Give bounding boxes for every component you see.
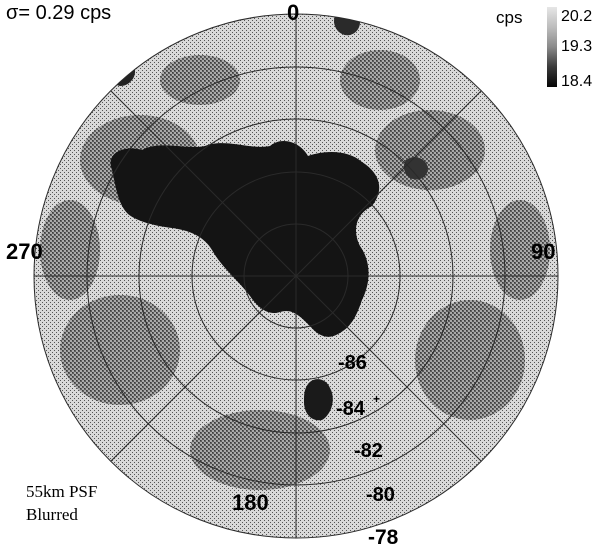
colorbar-unit-label: cps <box>496 8 523 27</box>
latitude-label-86: -86 <box>338 352 367 374</box>
latitude-label-78: -78 <box>368 526 399 549</box>
latitude-label-80: -80 <box>366 484 395 506</box>
latitude-label-84-superscript: + <box>373 392 381 406</box>
latitude-label-84: -84 <box>336 398 365 420</box>
meridian-135-315 <box>110 90 482 462</box>
azimuth-label-270: 270 <box>6 239 43 264</box>
sigma-label: σ= 0.29 cps <box>6 2 112 24</box>
dark-spot-east <box>403 157 428 180</box>
colorbar-max-label: 20.2 <box>561 8 593 25</box>
dark-central-region <box>110 141 380 337</box>
psf-note: 55km PSF Blurred <box>26 480 97 526</box>
azimuth-label-180: 180 <box>232 490 269 515</box>
azimuth-label-90: 90 <box>531 239 556 264</box>
azimuth-label-0: 0 <box>287 0 300 25</box>
meridian-lines <box>34 14 558 538</box>
psf-note-line2: Blurred <box>26 505 78 524</box>
latitude-label-82: -82 <box>354 440 383 462</box>
colorbar-mid-label: 19.3 <box>561 38 593 55</box>
psf-note-line1: 55km PSF <box>26 482 98 501</box>
colorbar-min-label: 18.4 <box>561 73 593 90</box>
dark-small-spot <box>304 379 333 421</box>
colorbar <box>547 7 557 87</box>
